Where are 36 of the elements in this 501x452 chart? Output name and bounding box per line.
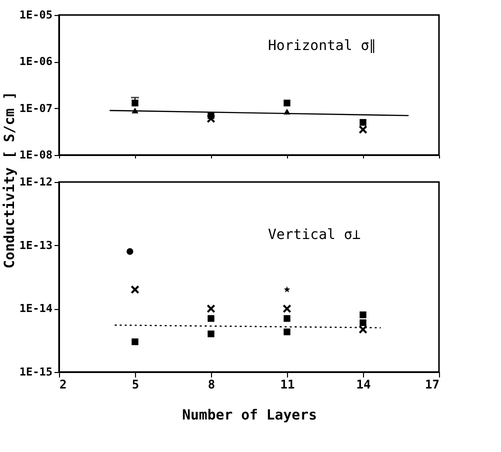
annotation: Horizontal σ∥ <box>268 38 376 54</box>
x-tick-label: 5 <box>132 378 140 392</box>
point <box>360 119 366 126</box>
x-tick-label: 11 <box>280 378 295 392</box>
point <box>132 100 138 106</box>
point <box>206 114 216 124</box>
y-tick-label: 1E-07 <box>19 102 52 115</box>
point <box>284 315 290 322</box>
x-tick-label: 8 <box>208 378 216 392</box>
point <box>132 338 138 346</box>
point <box>358 325 368 334</box>
point <box>206 304 216 314</box>
y-tick-label: 1E-14 <box>19 302 53 316</box>
y-axis-title: Conductivity [ S/cm ] <box>2 91 18 269</box>
y-tick-label: 1E-06 <box>19 55 53 68</box>
point <box>208 330 214 338</box>
point <box>282 304 292 314</box>
y-tick-label: 1E-08 <box>19 148 52 162</box>
x-tick-label: 14 <box>356 378 371 392</box>
y-tick-label: 1E-15 <box>19 366 52 378</box>
y-tick-label: 1E-05 <box>19 8 52 22</box>
point <box>126 248 134 255</box>
point <box>360 319 366 326</box>
annotation: Vertical σ⊥ <box>268 227 361 244</box>
point <box>284 100 290 106</box>
point <box>130 285 140 294</box>
x-tick-label: 17 <box>425 378 440 392</box>
y-tick-label: 1E-13 <box>19 238 52 252</box>
x-axis-title: Number of Layers <box>182 408 317 424</box>
x-tick-label: 2 <box>60 378 67 392</box>
y-tick-label: 1E-12 <box>19 176 52 188</box>
point <box>360 311 366 318</box>
point <box>208 315 214 322</box>
point <box>358 125 368 134</box>
point <box>284 286 290 292</box>
point <box>284 328 290 336</box>
